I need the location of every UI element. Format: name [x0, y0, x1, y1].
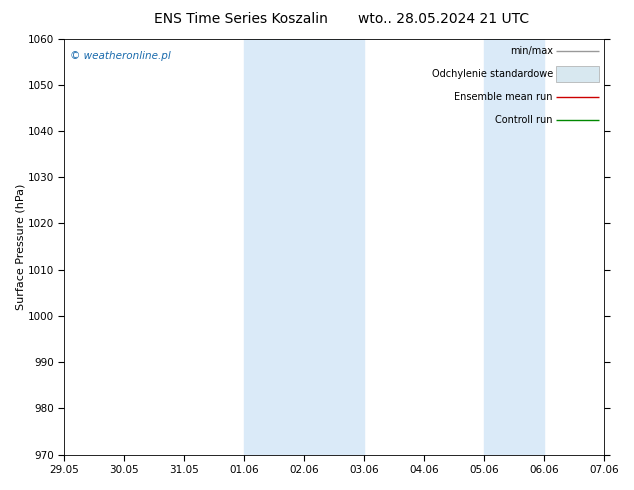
Text: Ensemble mean run: Ensemble mean run — [455, 92, 553, 102]
Bar — [244, 39, 365, 455]
Text: wto.. 28.05.2024 21 UTC: wto.. 28.05.2024 21 UTC — [358, 12, 529, 26]
Text: ENS Time Series Koszalin: ENS Time Series Koszalin — [154, 12, 328, 26]
FancyBboxPatch shape — [555, 66, 598, 82]
Text: Controll run: Controll run — [495, 115, 553, 125]
Text: © weatheronline.pl: © weatheronline.pl — [70, 51, 171, 61]
Text: Odchylenie standardowe: Odchylenie standardowe — [432, 69, 553, 79]
Text: min/max: min/max — [510, 46, 553, 56]
Bar — [484, 39, 544, 455]
Y-axis label: Surface Pressure (hPa): Surface Pressure (hPa) — [15, 183, 25, 310]
